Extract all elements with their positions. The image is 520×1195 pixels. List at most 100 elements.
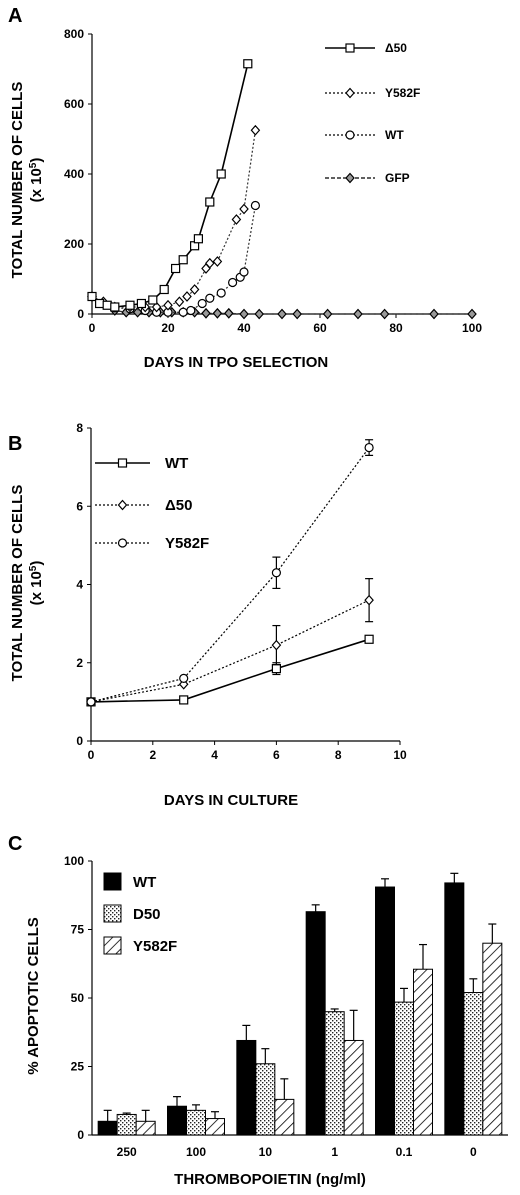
panel-b-data-point xyxy=(271,568,281,578)
panel-a-x-tick-label: 0 xyxy=(89,321,96,335)
panel-a-x-axis-title: DAYS IN TPO SELECTION xyxy=(144,354,328,371)
panel-c-bar xyxy=(116,1113,137,1136)
panel-b-data-point xyxy=(271,664,281,674)
panel-b-data-point xyxy=(179,673,189,684)
panel-a-data-point xyxy=(250,200,260,211)
panel-a-x-tick-label: 60 xyxy=(313,321,327,335)
panel-a-data-point xyxy=(197,298,207,309)
panel-a-data-point xyxy=(467,308,477,320)
panel-b-y-tick-label: 6 xyxy=(76,499,83,513)
panel-a-data-point xyxy=(171,263,181,274)
panel-a-data-point xyxy=(94,298,105,309)
panel-b-legend-label: Δ50 xyxy=(165,497,192,514)
panel-letter-c: C xyxy=(8,833,22,855)
panel-c-bar xyxy=(186,1109,206,1136)
panel-a-data-point xyxy=(223,307,234,319)
panel-c-bar xyxy=(463,992,484,1136)
panel-b-series-line xyxy=(90,599,370,703)
panel-c-bar xyxy=(305,911,326,1136)
panel-c-bar xyxy=(343,1039,364,1136)
panel-b-legend-marker xyxy=(117,499,128,511)
panel-letter-b: B xyxy=(8,433,22,455)
panel-b-series-line xyxy=(90,447,370,703)
panel-a-data-point xyxy=(136,298,146,309)
panel-a-legend-marker xyxy=(345,87,355,99)
panel-a-x-tick-label: 40 xyxy=(237,321,251,335)
panel-letter-a: A xyxy=(8,5,22,27)
panel-a-data-point xyxy=(292,308,303,320)
panel-c-bar xyxy=(444,882,465,1136)
panel-c-category-label: 0 xyxy=(470,1145,477,1159)
panel-a-series-line xyxy=(91,63,249,308)
panel-a-line-chart: DAYS IN TPO SELECTION TOTAL NUMBER OF CE… xyxy=(9,27,482,371)
panel-c-y-axis-title: % APOPTOTIC CELLS xyxy=(25,917,42,1075)
panel-b-legend-marker xyxy=(117,538,128,548)
panel-c-bar xyxy=(274,1098,295,1136)
panel-c-legend-swatch xyxy=(103,904,122,923)
panel-b-series-line xyxy=(90,638,370,703)
panel-b-y-tick-label: 0 xyxy=(76,734,83,748)
panel-c-bar xyxy=(236,1039,257,1136)
panel-c-legend-swatch xyxy=(103,936,122,955)
panel-a-data-point xyxy=(216,288,226,298)
panel-b-x-tick-label: 10 xyxy=(393,748,407,762)
panel-c-legend-label: WT xyxy=(133,874,156,891)
panel-a-data-point xyxy=(239,203,249,215)
panel-a-data-point xyxy=(216,169,226,179)
panel-b-legend-marker xyxy=(117,458,128,468)
panel-a-x-tick-label: 80 xyxy=(389,321,403,335)
panel-a-data-point xyxy=(201,307,211,319)
panel-b-data-point xyxy=(364,594,374,606)
panel-a-data-point xyxy=(110,302,120,312)
panel-a-data-point xyxy=(239,308,249,320)
panel-a-data-point xyxy=(102,300,112,310)
panel-a-data-point xyxy=(193,234,203,244)
panel-c-y-tick-label: 0 xyxy=(77,1128,84,1142)
panel-a-data-point xyxy=(159,284,169,295)
panel-a-y-axis-unit: (x 105) xyxy=(28,158,45,203)
panel-a-x-tick-label: 20 xyxy=(161,321,175,335)
panel-c-category-label: 0.1 xyxy=(396,1145,413,1159)
panel-c-legend-label: D50 xyxy=(133,906,161,923)
panel-b-data-point xyxy=(364,442,374,453)
panel-c-bar xyxy=(482,942,503,1136)
panel-c-bar xyxy=(394,1001,414,1136)
panel-a-y-tick-label: 200 xyxy=(64,237,84,251)
panel-c-bar xyxy=(135,1120,156,1136)
panel-a-data-point xyxy=(429,308,439,320)
panel-a-legend-marker xyxy=(345,172,355,184)
panel-c-legend-label: Y582F xyxy=(133,938,177,955)
panel-b-x-tick-label: 0 xyxy=(88,748,95,762)
panel-b-x-tick-label: 2 xyxy=(149,748,156,762)
panel-a-legend-label: WT xyxy=(385,128,404,142)
panel-a-data-point xyxy=(87,291,97,302)
panel-b-y-axis-title: TOTAL NUMBER OF CELLS xyxy=(9,485,26,682)
panel-a-data-point xyxy=(178,255,188,265)
panel-c-category-label: 1 xyxy=(331,1145,338,1159)
panel-a-x-tick-label: 100 xyxy=(462,321,482,335)
panel-a-series-line xyxy=(91,130,256,308)
panel-c-legend-swatch xyxy=(103,872,122,891)
panel-a-data-point xyxy=(148,295,158,305)
panel-a-data-point xyxy=(186,305,196,316)
panel-b-y-tick-label: 8 xyxy=(76,421,83,435)
panel-b-data-point xyxy=(271,639,282,651)
panel-a-data-point xyxy=(243,59,253,69)
panel-a-data-point xyxy=(132,306,143,318)
panel-c-category-label: 250 xyxy=(117,1145,137,1159)
panel-c-bar xyxy=(205,1118,225,1136)
panel-c-y-tick-label: 25 xyxy=(71,1060,85,1074)
panel-b-x-tick-label: 6 xyxy=(273,748,280,762)
panel-b-data-point xyxy=(364,634,374,644)
panel-c-bar xyxy=(324,1011,345,1136)
panel-a-data-point xyxy=(322,308,333,320)
panel-b-line-chart: DAYS IN CULTURE TOTAL NUMBER OF CELLS (x… xyxy=(9,421,407,809)
panel-a-data-point xyxy=(151,301,162,313)
panel-a-data-point xyxy=(212,256,223,267)
panel-a-legend-label: Y582F xyxy=(385,86,420,100)
panel-a-y-tick-label: 800 xyxy=(64,27,84,41)
panel-a-y-tick-label: 600 xyxy=(64,97,84,111)
panel-b-x-tick-label: 4 xyxy=(211,748,218,762)
panel-a-data-point xyxy=(125,300,135,310)
